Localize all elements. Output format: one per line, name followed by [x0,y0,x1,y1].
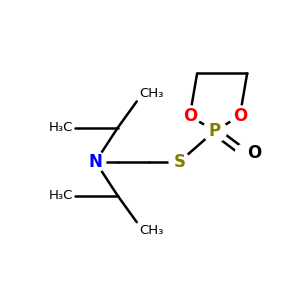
Circle shape [230,106,250,126]
Circle shape [236,144,253,162]
Text: O: O [233,107,247,125]
Text: H₃C: H₃C [49,189,74,202]
Text: P: P [209,122,221,140]
Text: CH₃: CH₃ [140,87,164,100]
Text: O: O [183,107,197,125]
Text: H₃C: H₃C [49,122,74,134]
Circle shape [179,106,200,126]
Circle shape [169,152,190,172]
Text: O: O [247,144,261,162]
Text: N: N [88,153,103,171]
Text: S: S [173,153,185,171]
Circle shape [203,119,226,142]
Circle shape [85,152,106,172]
Text: CH₃: CH₃ [140,224,164,237]
